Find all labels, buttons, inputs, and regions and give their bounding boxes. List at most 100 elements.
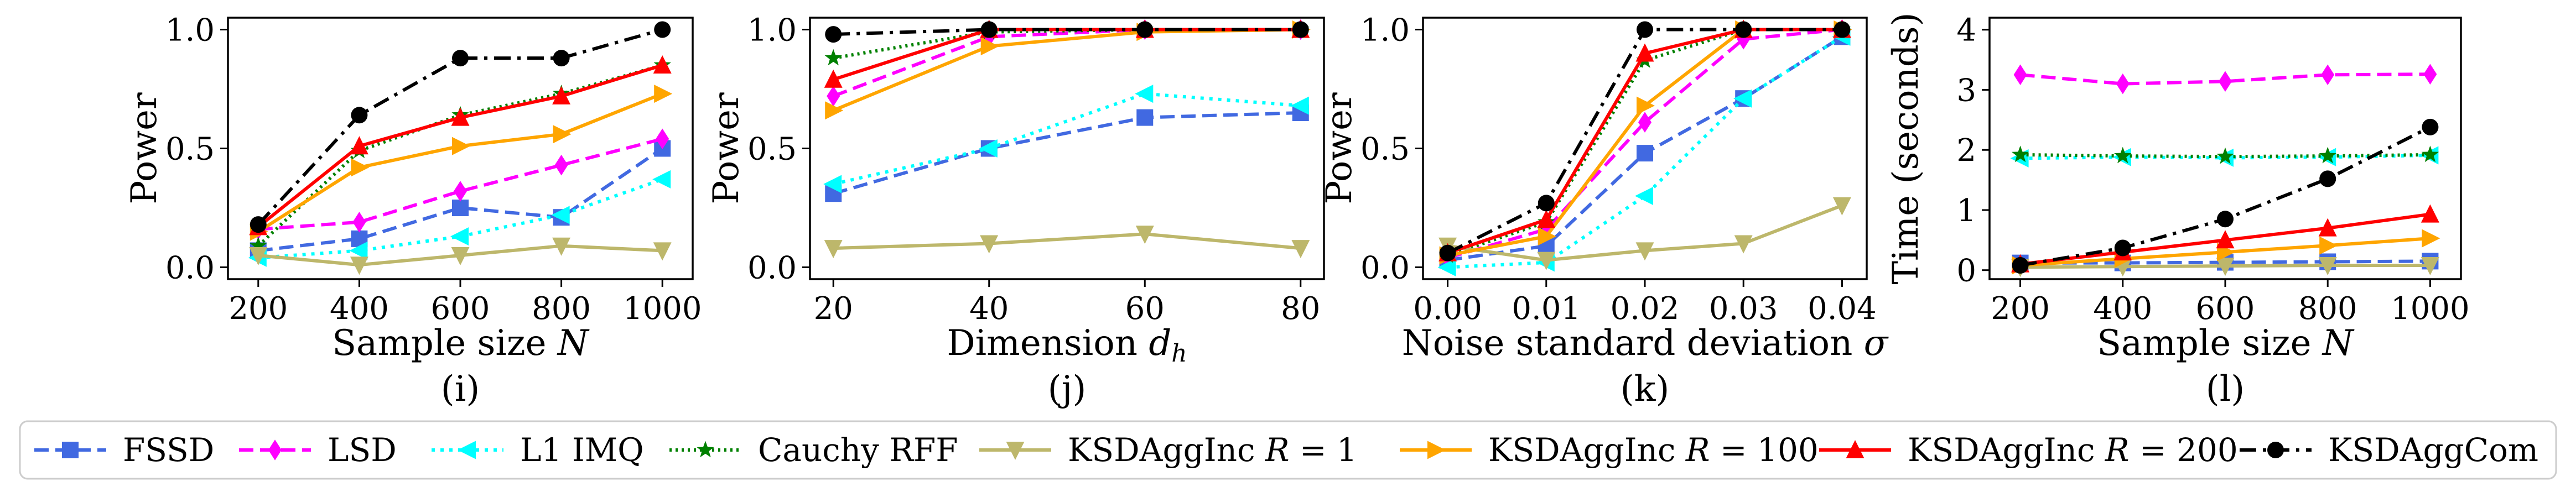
legend-entry-ksdagginc-r-1: KSDAggInc R = 1 xyxy=(979,431,1357,469)
axes-frame xyxy=(1422,17,1868,280)
y-tick-label: 0.0 xyxy=(165,250,215,286)
data-point-lsd xyxy=(2321,64,2335,85)
x-tick-label: 400 xyxy=(330,291,389,327)
data-point-ksdaggcom xyxy=(654,21,671,38)
legend-label: Cauchy RFF xyxy=(758,431,958,469)
data-point-ksdagginc-r-1 xyxy=(2318,257,2337,275)
series-ksdagginc-r-1 xyxy=(824,226,1310,259)
data-point-ksdaggcom xyxy=(250,216,267,233)
y-axis-label: Power xyxy=(124,92,165,205)
series-ksdagginc-r-1 xyxy=(1438,197,1851,270)
subplot-2: 20 40 60 80 0.0 0.5 1.0 Dimension dh Power (j) xyxy=(706,13,1325,410)
data-point-l1-imq xyxy=(1733,89,1752,108)
x-tick-label: 0.00 xyxy=(1413,291,1482,327)
x-tick-label: 1000 xyxy=(2391,291,2470,327)
data-point-ksdagginc-r-1 xyxy=(653,242,672,261)
legend-label: FSSD xyxy=(123,431,214,469)
x-axis-label: Sample size N xyxy=(332,323,590,364)
legend-marker xyxy=(268,439,282,460)
y-axis-label: Time (seconds) xyxy=(1886,12,1926,284)
series-ksdaggcom xyxy=(825,21,1309,43)
y-tick-label: 0.0 xyxy=(747,250,797,286)
data-point-ksdagginc-r-100 xyxy=(2422,229,2440,248)
data-point-lsd xyxy=(454,181,467,202)
series-lsd xyxy=(2013,64,2437,95)
data-point-ksdaggcom xyxy=(2422,118,2439,135)
x-tick-label: 60 xyxy=(1125,291,1165,327)
legend-label: L1 IMQ xyxy=(520,431,644,469)
series-lsd xyxy=(827,19,1307,107)
data-point-l1-imq xyxy=(1437,258,1456,276)
data-point-ksdaggcom xyxy=(980,21,998,38)
legend-entry-ksdagginc-r-200: KSDAggInc R = 200 xyxy=(1819,431,2238,469)
x-tick-label: 200 xyxy=(228,291,288,327)
legend-label: KSDAggInc R = 200 xyxy=(1908,431,2238,469)
data-point-ksdagginc-r-100 xyxy=(2319,236,2338,255)
data-point-ksdaggcom xyxy=(825,26,842,43)
x-tick-label: 600 xyxy=(2196,291,2255,327)
data-point-ksdaggcom xyxy=(1136,21,1154,38)
data-point-ksdagginc-r-1 xyxy=(1291,240,1310,259)
data-point-cauchy-rff xyxy=(2114,146,2132,164)
data-point-ksdagginc-r-100 xyxy=(553,125,572,144)
legend-entry-ksdagginc-r-100: KSDAggInc R = 100 xyxy=(1400,431,1819,469)
x-tick-label: 0.03 xyxy=(1709,291,1778,327)
legend-entry-cauchy-rff: Cauchy RFF xyxy=(669,431,958,469)
data-point-ksdagginc-r-100 xyxy=(351,158,370,177)
data-point-cauchy-rff xyxy=(250,237,267,254)
data-point-ksdagginc-r-1 xyxy=(1832,197,1851,216)
y-tick-label: 1 xyxy=(1956,193,1976,229)
data-point-lsd xyxy=(1638,112,1651,133)
y-tick-label: 2 xyxy=(1956,133,1976,169)
data-point-ksdagginc-r-200 xyxy=(824,69,843,88)
data-point-ksdaggcom xyxy=(1735,21,1752,38)
x-tick-label: 1000 xyxy=(623,291,702,327)
data-point-cauchy-rff xyxy=(2216,147,2234,164)
series-l1-imq xyxy=(823,85,1309,193)
data-point-ksdaggcom xyxy=(2114,239,2131,257)
data-point-lsd xyxy=(554,154,568,176)
series-ksdagginc-r-1 xyxy=(2011,257,2439,278)
data-point-ksdaggcom xyxy=(553,50,570,67)
data-point-ksdagginc-r-100 xyxy=(452,137,470,155)
data-point-cauchy-rff xyxy=(2421,145,2439,163)
data-point-ksdagginc-r-1 xyxy=(1537,252,1556,270)
data-point-lsd xyxy=(2116,73,2130,95)
series-line-ksdagginc-r-200 xyxy=(833,28,1301,81)
subplot-4: 200 400 600 800 1000 0 1 2 3 4 Sample size N Time (… xyxy=(1886,12,2470,410)
data-point-lsd xyxy=(656,128,669,149)
data-point-ksdagginc-r-200 xyxy=(1537,210,1556,228)
data-point-cauchy-rff xyxy=(824,49,842,66)
series-ksdaggcom xyxy=(250,21,671,233)
x-tick-label: 800 xyxy=(2298,291,2357,327)
data-point-ksdaggcom xyxy=(1637,21,1653,38)
x-axis-label: Dimension dh xyxy=(947,323,1187,368)
data-point-l1-imq xyxy=(349,241,368,260)
data-point-ksdaggcom xyxy=(1538,195,1555,212)
x-tick-label: 200 xyxy=(1991,291,2050,327)
data-point-ksdagginc-r-100 xyxy=(980,37,999,56)
data-point-ksdaggcom xyxy=(2012,257,2029,274)
data-point-fssd xyxy=(1637,145,1653,162)
x-tick-label: 0.02 xyxy=(1611,291,1680,327)
data-point-ksdagginc-r-1 xyxy=(2216,258,2235,276)
data-point-ksdagginc-r-200 xyxy=(2421,204,2439,223)
subplot-label: (k) xyxy=(1621,369,1670,410)
data-point-ksdagginc-r-100 xyxy=(1538,227,1556,246)
series-line-ksdagginc-r-1 xyxy=(833,232,1301,250)
legend-marker xyxy=(697,441,714,458)
data-point-ksdagginc-r-200 xyxy=(350,136,368,155)
data-point-lsd xyxy=(2219,71,2232,92)
data-point-fssd xyxy=(452,200,469,216)
y-tick-label: 0.5 xyxy=(165,132,215,168)
subplot-1: 200 400 600 800 1000 0.0 0.5 1.0 Sample size N Po… xyxy=(124,13,702,410)
data-point-ksdaggcom xyxy=(1834,21,1851,38)
y-axis-label: Power xyxy=(706,92,747,205)
data-point-lsd xyxy=(2423,64,2437,85)
data-point-ksdagginc-r-200 xyxy=(653,55,672,74)
series-line-cauchy-rff xyxy=(257,64,663,247)
series-line-ksdaggcom xyxy=(833,28,1301,36)
data-point-ksdagginc-r-100 xyxy=(654,85,673,103)
data-point-ksdaggcom xyxy=(1439,244,1456,261)
y-tick-label: 1.0 xyxy=(1360,13,1410,49)
